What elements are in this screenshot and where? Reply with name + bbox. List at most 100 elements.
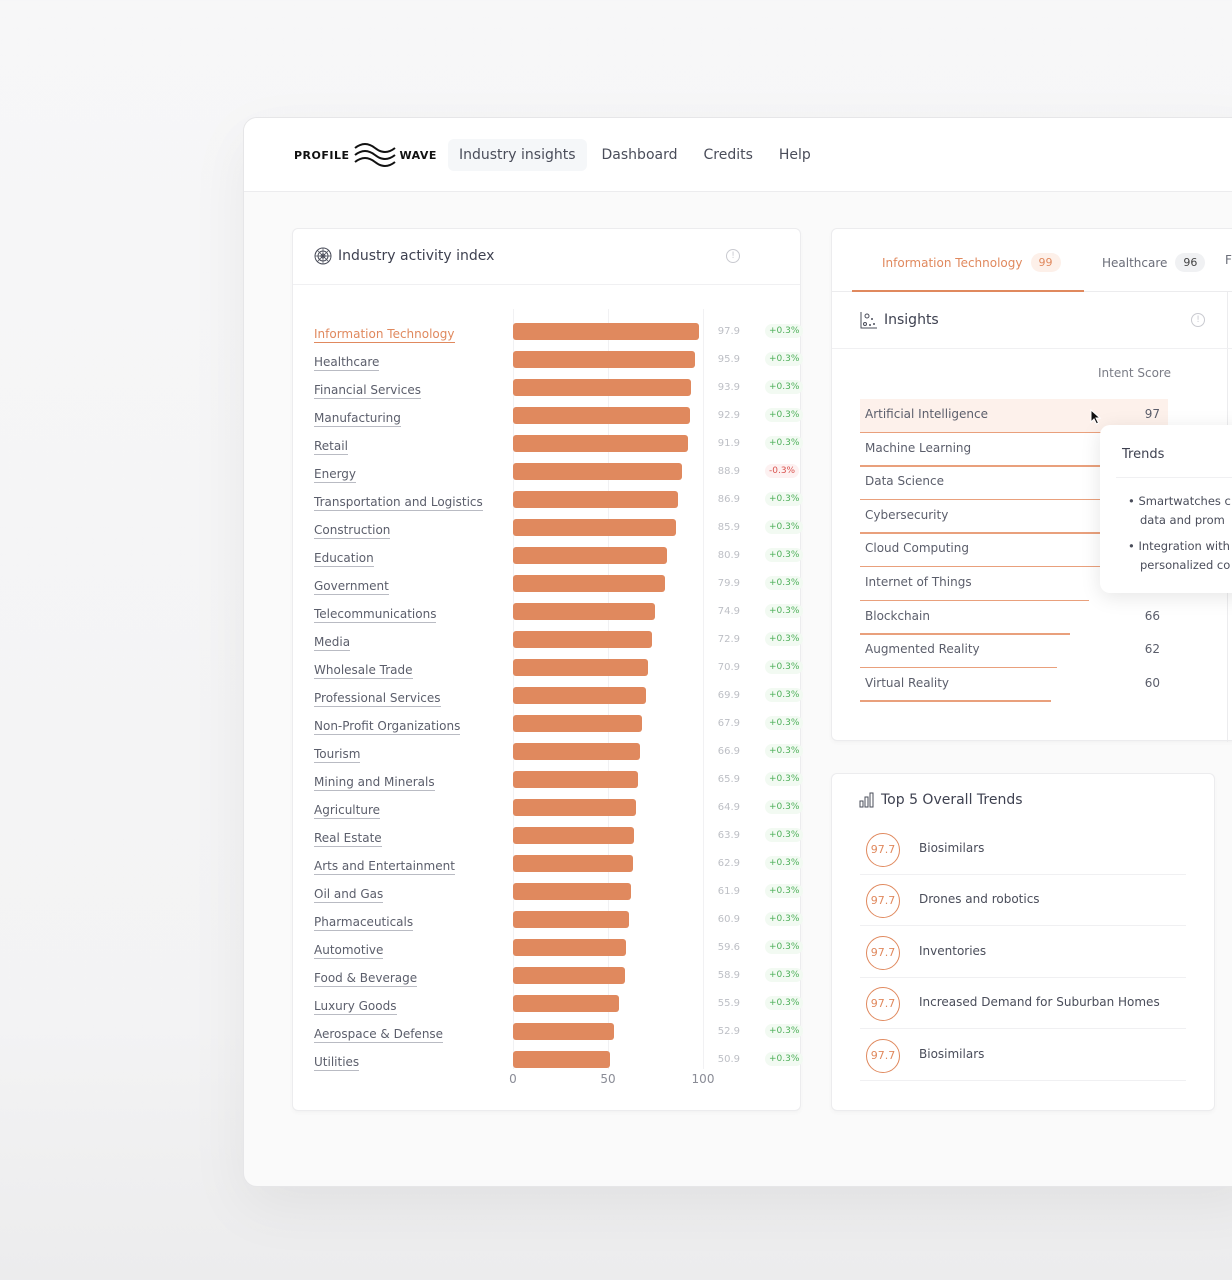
- bar[interactable]: [513, 995, 620, 1012]
- industry-label[interactable]: Food & Beverage: [314, 971, 418, 987]
- bar[interactable]: [513, 575, 665, 592]
- industry-label[interactable]: Utilities: [314, 1055, 360, 1071]
- bar[interactable]: [513, 1051, 610, 1068]
- industry-label[interactable]: Media: [314, 635, 351, 651]
- industry-row[interactable]: Mining and Minerals 65.9 +0.3%: [314, 769, 804, 797]
- industry-label[interactable]: Wholesale Trade: [314, 663, 413, 679]
- industry-label[interactable]: Real Estate: [314, 831, 382, 847]
- bar[interactable]: [513, 603, 656, 620]
- insight-row[interactable]: Virtual Reality 60: [860, 668, 1168, 702]
- bar[interactable]: [513, 967, 625, 984]
- industry-row[interactable]: Non-Profit Organizations 67.9 +0.3%: [314, 713, 804, 741]
- industry-label[interactable]: Luxury Goods: [314, 999, 397, 1015]
- trend-item[interactable]: 97.7 Biosimilars: [860, 1030, 1186, 1081]
- industry-row[interactable]: Healthcare 95.9 +0.3%: [314, 349, 804, 377]
- industry-label[interactable]: Mining and Minerals: [314, 775, 435, 791]
- nav-help[interactable]: Help: [778, 147, 811, 163]
- industry-row[interactable]: Telecommunications 74.9 +0.3%: [314, 601, 804, 629]
- insight-row[interactable]: Data Science: [860, 466, 1168, 501]
- insight-row[interactable]: Cloud Computing: [860, 533, 1168, 568]
- industry-row[interactable]: Retail 91.9 +0.3%: [314, 433, 804, 461]
- bar[interactable]: [513, 771, 639, 788]
- nav-industry-insights[interactable]: Industry insights: [448, 139, 587, 171]
- industry-label[interactable]: Information Technology: [314, 327, 455, 343]
- industry-row[interactable]: Energy 88.9 -0.3%: [314, 461, 800, 489]
- bar[interactable]: [513, 939, 627, 956]
- bar[interactable]: [513, 323, 699, 340]
- insight-row[interactable]: Machine Learning: [860, 433, 1168, 467]
- bar[interactable]: [513, 519, 677, 536]
- industry-row[interactable]: Tourism 66.9 +0.3%: [314, 741, 804, 769]
- bar[interactable]: [513, 883, 631, 900]
- industry-row[interactable]: Oil and Gas 61.9 +0.3%: [314, 881, 804, 909]
- industry-label[interactable]: Aerospace & Defense: [314, 1027, 444, 1043]
- trend-item[interactable]: 97.7 Drones and robotics: [860, 875, 1186, 927]
- nav-dashboard[interactable]: Dashboard: [601, 147, 678, 163]
- industry-label[interactable]: Education: [314, 551, 374, 567]
- bar[interactable]: [513, 463, 682, 480]
- industry-label[interactable]: Manufacturing: [314, 411, 401, 427]
- industry-label[interactable]: Government: [314, 579, 389, 595]
- industry-row[interactable]: Information Technology 97.9 +0.3%: [314, 321, 804, 349]
- industry-label[interactable]: Telecommunications: [314, 607, 437, 623]
- industry-label[interactable]: Financial Services: [314, 383, 421, 399]
- insight-row[interactable]: Cybersecurity: [860, 500, 1168, 534]
- bar[interactable]: [513, 379, 692, 396]
- trend-item[interactable]: 97.7 Biosimilars: [860, 824, 1186, 875]
- industry-label[interactable]: Agriculture: [314, 803, 380, 819]
- industry-label[interactable]: Oil and Gas: [314, 887, 384, 903]
- industry-row[interactable]: Wholesale Trade 70.9 +0.3%: [314, 657, 804, 685]
- industry-row[interactable]: Agriculture 64.9 +0.3%: [314, 797, 804, 825]
- industry-row[interactable]: Construction 85.9 +0.3%: [314, 517, 804, 545]
- industry-row[interactable]: Media 72.9 +0.3%: [314, 629, 804, 657]
- bar[interactable]: [513, 715, 642, 732]
- bar[interactable]: [513, 827, 635, 844]
- industry-row[interactable]: Aerospace & Defense 52.9 +0.3%: [314, 1021, 804, 1049]
- industry-row[interactable]: Manufacturing 92.9 +0.3%: [314, 405, 804, 433]
- tab-information-technology[interactable]: Information Technology 99: [882, 253, 1061, 272]
- tab-healthcare[interactable]: Healthcare 96: [1102, 253, 1206, 272]
- bar[interactable]: [513, 631, 652, 648]
- industry-row[interactable]: Education 80.9 +0.3%: [314, 545, 804, 573]
- insight-row[interactable]: Augmented Reality 62: [860, 634, 1168, 669]
- industry-label[interactable]: Retail: [314, 439, 348, 455]
- bar[interactable]: [513, 547, 667, 564]
- industry-row[interactable]: Financial Services 93.9 +0.3%: [314, 377, 804, 405]
- industry-label[interactable]: Non-Profit Organizations: [314, 719, 461, 735]
- bar[interactable]: [513, 491, 679, 508]
- insight-row[interactable]: Internet of Things: [860, 567, 1168, 601]
- tab-next[interactable]: F: [1225, 253, 1232, 267]
- industry-row[interactable]: Arts and Entertainment 62.9 +0.3%: [314, 853, 804, 881]
- logo[interactable]: PROFILE WAVE: [294, 142, 437, 168]
- trend-item[interactable]: 97.7 Increased Demand for Suburban Homes: [860, 978, 1186, 1030]
- bar[interactable]: [513, 1023, 614, 1040]
- industry-label[interactable]: Tourism: [314, 747, 361, 763]
- info-icon[interactable]: !: [726, 249, 740, 263]
- bar[interactable]: [513, 659, 648, 676]
- bar[interactable]: [513, 855, 633, 872]
- industry-row[interactable]: Luxury Goods 55.9 +0.3%: [314, 993, 804, 1021]
- bar[interactable]: [513, 911, 629, 928]
- industry-label[interactable]: Transportation and Logistics: [314, 495, 483, 511]
- industry-row[interactable]: Professional Services 69.9 +0.3%: [314, 685, 804, 713]
- industry-label[interactable]: Construction: [314, 523, 391, 539]
- industry-label[interactable]: Pharmaceuticals: [314, 915, 414, 931]
- bar[interactable]: [513, 351, 696, 368]
- industry-row[interactable]: Utilities 50.9 +0.3%: [314, 1049, 804, 1077]
- industry-row[interactable]: Government 79.9 +0.3%: [314, 573, 804, 601]
- insight-row[interactable]: Blockchain 66: [860, 601, 1168, 635]
- industry-label[interactable]: Automotive: [314, 943, 384, 959]
- industry-row[interactable]: Pharmaceuticals 60.9 +0.3%: [314, 909, 804, 937]
- industry-row[interactable]: Automotive 59.6 +0.3%: [314, 937, 804, 965]
- bar[interactable]: [513, 799, 637, 816]
- industry-label[interactable]: Healthcare: [314, 355, 380, 371]
- info-icon[interactable]: !: [1191, 313, 1205, 327]
- nav-credits[interactable]: Credits: [703, 147, 753, 163]
- bar[interactable]: [513, 407, 690, 424]
- industry-label[interactable]: Energy: [314, 467, 357, 483]
- industry-label[interactable]: Professional Services: [314, 691, 441, 707]
- industry-row[interactable]: Transportation and Logistics 86.9 +0.3%: [314, 489, 804, 517]
- industry-row[interactable]: Real Estate 63.9 +0.3%: [314, 825, 804, 853]
- industry-row[interactable]: Food & Beverage 58.9 +0.3%: [314, 965, 804, 993]
- bar[interactable]: [513, 687, 646, 704]
